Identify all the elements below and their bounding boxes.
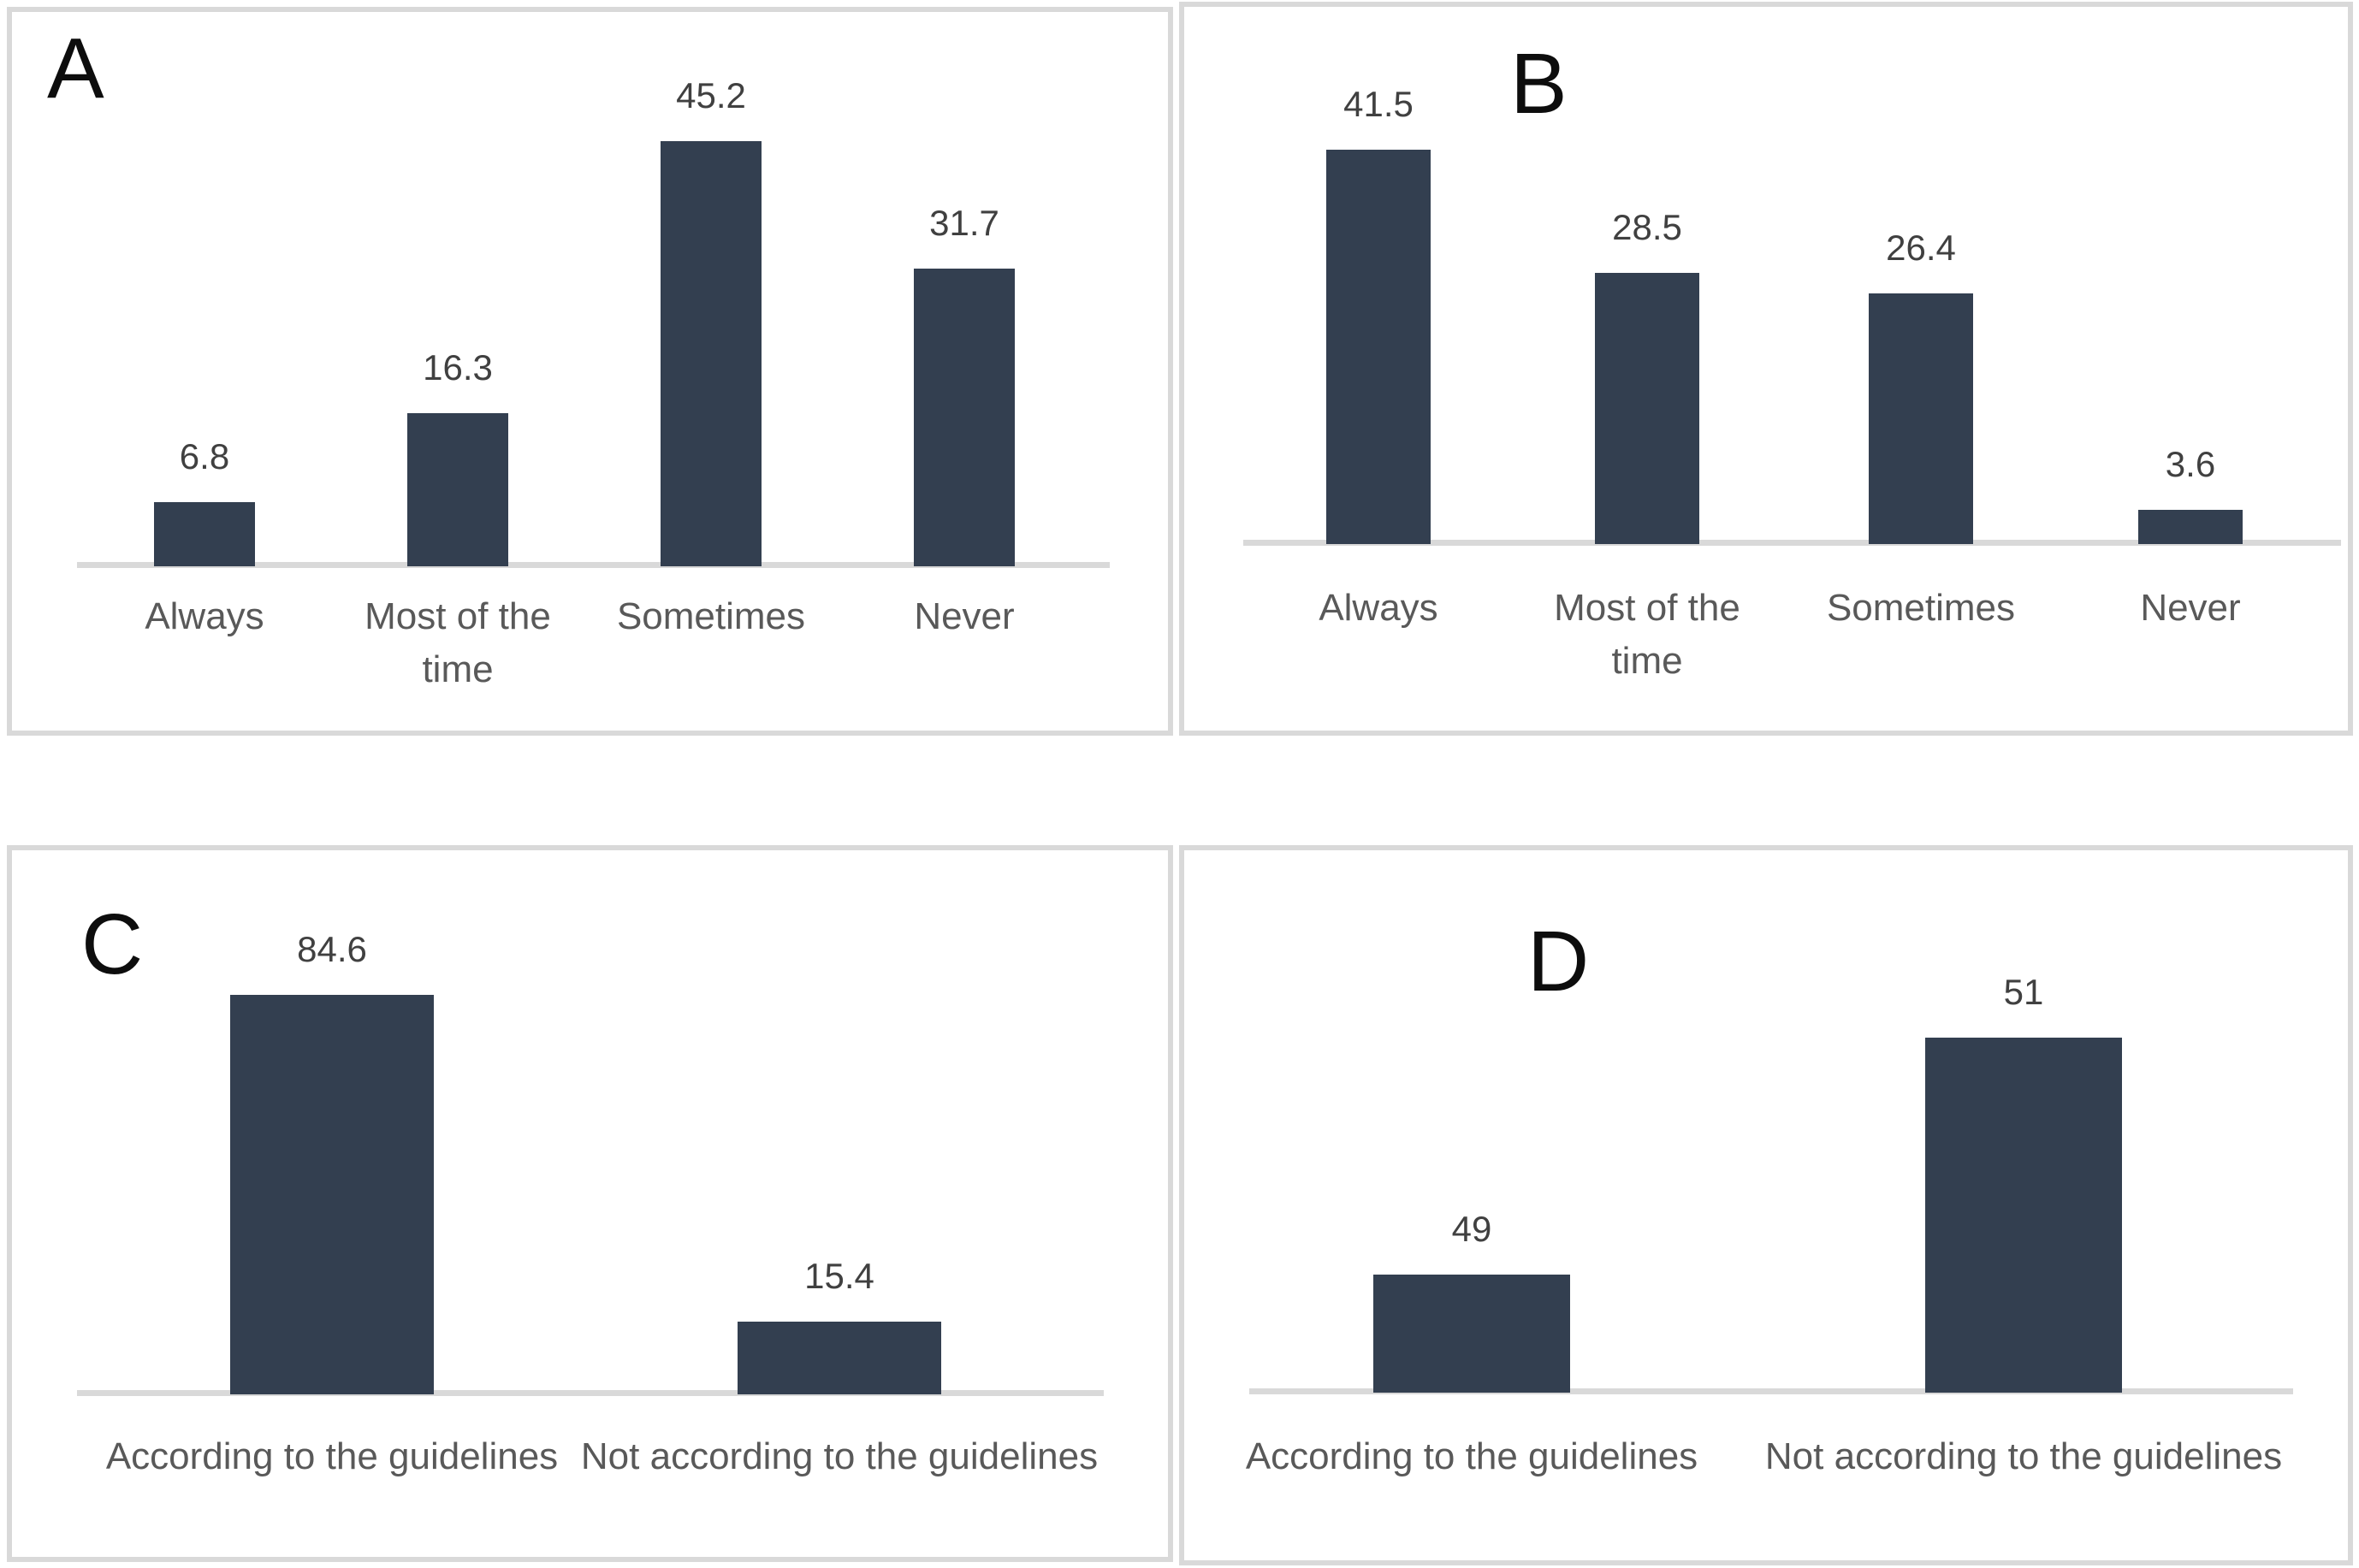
x-axis-line-d <box>1249 1388 2293 1394</box>
value-label-a-2: 16.3 <box>423 347 493 388</box>
bar-c-2 <box>738 1322 941 1394</box>
value-label-d-1: 49 <box>1451 1209 1492 1249</box>
category-label-b-2: Most of the time <box>1554 587 1740 682</box>
category-label-d-2: Not according to the guidelines <box>1764 1435 2283 1477</box>
bar-a-4 <box>914 269 1015 566</box>
bar-d-2 <box>1925 1038 2122 1393</box>
bar-a-3 <box>661 141 762 566</box>
category-label-a-2: Most of the time <box>365 595 551 690</box>
category-label-b-3: Sometimes <box>1826 587 2016 629</box>
panel-letter-d: D <box>1527 914 1590 1009</box>
category-label-a-1: Always <box>145 595 264 637</box>
bar-b-2 <box>1595 273 1699 544</box>
value-label-a-1: 6.8 <box>179 436 230 476</box>
value-label-c-1: 84.6 <box>297 929 367 969</box>
category-label-b-1: Always <box>1319 587 1438 629</box>
value-label-a-3: 45.2 <box>676 75 746 115</box>
value-label-d-2: 51 <box>2003 972 2044 1012</box>
x-axis-line-c <box>77 1390 1104 1396</box>
panel-letter-a: A <box>47 21 104 116</box>
category-label-a-3: Sometimes <box>616 595 806 637</box>
bar-b-1 <box>1326 150 1431 544</box>
value-label-b-3: 26.4 <box>1886 228 1956 268</box>
value-label-c-2: 15.4 <box>804 1256 874 1296</box>
panel-letter-c: C <box>81 896 144 992</box>
x-axis-line-a <box>77 562 1110 568</box>
bar-d-1 <box>1373 1275 1570 1393</box>
value-label-a-4: 31.7 <box>929 203 999 243</box>
chart-panel-a: A 6.8 Always 16.3 Most of the time 45.2 Somet… <box>7 7 1173 736</box>
bar-a-1 <box>154 502 255 566</box>
bar-c-1 <box>230 995 434 1394</box>
chart-panel-b: B 41.5 Always 28.5 Most of the time 26.4 Some… <box>1179 2 2353 736</box>
bar-b-4 <box>2138 510 2243 544</box>
x-axis-line-b <box>1243 540 2341 546</box>
bar-b-3 <box>1869 293 1973 544</box>
chart-panel-c: C 84.6 According to the guidelines 15.4 Not… <box>7 845 1173 1562</box>
category-label-c-2: Not according to the guidelines <box>580 1435 1099 1477</box>
category-label-d-1: According to the guidelines <box>1245 1435 1698 1477</box>
chart-panel-d: D 49 According to the guidelines 51 Not acc… <box>1179 845 2353 1565</box>
bar-a-2 <box>407 413 508 566</box>
category-label-c-1: According to the guidelines <box>105 1435 559 1477</box>
category-label-a-4: Never <box>914 595 1015 637</box>
value-label-b-2: 28.5 <box>1612 207 1682 247</box>
value-label-b-4: 3.6 <box>2165 444 2216 484</box>
category-label-b-4: Never <box>2140 587 2241 629</box>
panel-letter-b: B <box>1510 36 1568 132</box>
value-label-b-1: 41.5 <box>1343 84 1414 124</box>
